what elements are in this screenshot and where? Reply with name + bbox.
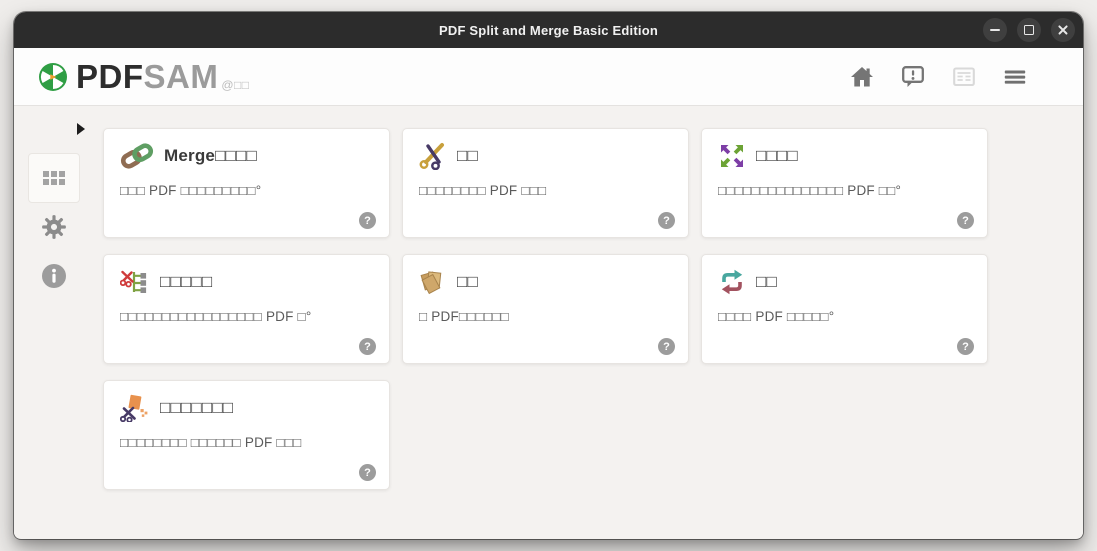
hamburger-menu-icon	[1004, 70, 1026, 84]
card-description: □□□□ PDF □□□□□°	[718, 309, 835, 324]
card-description: □□□□□□□□ □□□□□□ PDF □□□	[120, 435, 302, 450]
home-button[interactable]	[849, 64, 875, 90]
card-title: □□	[457, 272, 478, 291]
scissors-page-icon	[120, 394, 148, 422]
card-description: □ PDF□□□□□□	[419, 309, 510, 324]
card-description: □□□ PDF □□□□□□□□□°	[120, 183, 262, 198]
sidebar-item-about[interactable]	[41, 263, 67, 289]
help-button[interactable]: ?	[957, 338, 974, 355]
sidebar-item-modules[interactable]	[28, 153, 80, 203]
tool-card-split-by-size[interactable]: □□□□□□□ □□□□□□□□ □□□□□□ PDF □□□ ?	[103, 380, 390, 490]
window-controls	[983, 18, 1075, 42]
help-button[interactable]: ?	[359, 464, 376, 481]
minimize-button[interactable]	[983, 18, 1007, 42]
pdfsam-pinwheel-icon	[39, 62, 67, 91]
chain-links-icon	[120, 143, 154, 169]
speech-bubble-exclamation-icon	[902, 65, 924, 87]
feedback-button[interactable]	[900, 64, 926, 90]
card-title: □□	[756, 272, 777, 291]
window-body: Merge□□□□ □□□ PDF □□□□□□□□□° ? □□ □□□□□□…	[14, 106, 1083, 538]
card-title: □□□□□	[160, 272, 213, 291]
logo-sam: SAM	[143, 58, 219, 95]
tool-card-split-by-bookmarks[interactable]: □□□□□ □□□□□□□□□□□□□□□□□ PDF □° ?	[103, 254, 390, 364]
grid-icon	[43, 171, 65, 185]
card-title: Merge□□□□	[164, 146, 257, 165]
help-button[interactable]: ?	[658, 212, 675, 229]
card-description: □□□□□□□□ PDF □□□	[419, 183, 547, 198]
sidebar-expand-arrow[interactable]	[77, 123, 85, 135]
logo-suffix: @□□	[221, 78, 250, 92]
tool-card-merge[interactable]: Merge□□□□ □□□ PDF □□□□□□□□□° ?	[103, 128, 390, 238]
gear-icon	[42, 215, 66, 239]
app-logo: PDF SAM @□□	[38, 60, 250, 93]
tool-card-extract[interactable]: □□ □ PDF□□□□□□ ?	[402, 254, 689, 364]
menu-button[interactable]	[1002, 64, 1028, 90]
toolbar-actions	[849, 64, 1028, 90]
card-description: □□□□□□□□□□□□□□□□□ PDF □°	[120, 309, 312, 324]
maximize-icon	[1024, 25, 1034, 35]
maximize-button[interactable]	[1017, 18, 1041, 42]
card-title: □□□□	[756, 146, 798, 165]
sidebar	[14, 106, 94, 538]
tool-card-rotate[interactable]: □□ □□□□ PDF □□□□□° ?	[701, 254, 988, 364]
app-window: PDF Split and Merge Basic Edition	[14, 12, 1083, 539]
page-stack-icon	[420, 271, 442, 295]
scissors-icon	[419, 143, 444, 170]
cycle-arrows-icon	[721, 269, 743, 295]
help-button[interactable]: ?	[359, 212, 376, 229]
sidebar-item-settings[interactable]	[41, 214, 67, 240]
tool-card-split[interactable]: □□ □□□□□□□□ PDF □□□ ?	[402, 128, 689, 238]
info-icon	[42, 264, 66, 288]
tool-card-alternate-mix[interactable]: □□□□ □□□□□□□□□□□□□□□ PDF □□° ?	[701, 128, 988, 238]
logo-pdf: PDF	[76, 58, 144, 95]
card-description: □□□□□□□□□□□□□□□ PDF □□°	[718, 183, 902, 198]
card-title: □□□□□□□	[160, 398, 234, 417]
help-button[interactable]: ?	[957, 212, 974, 229]
window-title: PDF Split and Merge Basic Edition	[439, 22, 658, 38]
inward-arrows-icon	[721, 145, 743, 167]
home-icon	[851, 66, 873, 86]
scissors-outline-tree-icon	[120, 270, 147, 293]
titlebar: PDF Split and Merge Basic Edition	[14, 12, 1083, 48]
app-logo-text: PDF SAM @□□	[76, 60, 250, 93]
modules-grid: Merge□□□□ □□□ PDF □□□□□□□□□° ? □□ □□□□□□…	[94, 106, 1083, 538]
news-button[interactable]	[951, 64, 977, 90]
help-button[interactable]: ?	[359, 338, 376, 355]
close-button[interactable]	[1051, 18, 1075, 42]
help-button[interactable]: ?	[658, 338, 675, 355]
minimize-icon	[990, 29, 1000, 31]
app-toolbar: PDF SAM @□□	[14, 48, 1083, 106]
card-title: □□	[457, 146, 478, 165]
newspaper-icon	[953, 66, 975, 86]
close-icon	[1057, 24, 1069, 36]
